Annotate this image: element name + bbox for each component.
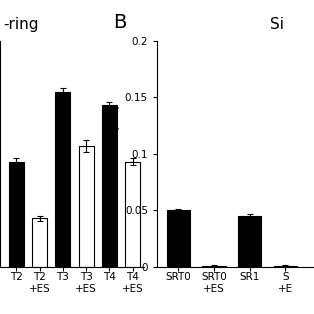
Text: B: B bbox=[113, 13, 127, 32]
Bar bbox=[238, 216, 261, 267]
Text: -ring: -ring bbox=[3, 17, 38, 32]
Y-axis label: ATPase rate (s⁻¹): ATPase rate (s⁻¹) bbox=[109, 104, 122, 204]
Bar bbox=[203, 266, 226, 267]
Bar bbox=[125, 162, 140, 267]
Bar bbox=[274, 266, 297, 267]
Bar bbox=[102, 105, 117, 267]
Bar bbox=[9, 162, 24, 267]
Bar bbox=[55, 92, 70, 267]
Bar bbox=[167, 210, 190, 267]
Bar bbox=[78, 146, 94, 267]
Bar bbox=[32, 218, 47, 267]
Text: Si: Si bbox=[270, 17, 284, 32]
